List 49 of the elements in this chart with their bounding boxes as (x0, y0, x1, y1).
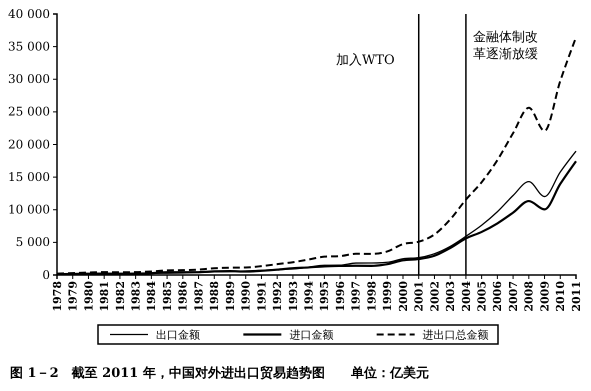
x-tick-label: 2006 (491, 280, 504, 312)
y-tick-label: 40 000 (8, 6, 50, 21)
x-tick-label: 1978 (50, 280, 64, 312)
x-tick-label: 2000 (396, 280, 410, 312)
x-tick-label: 1987 (192, 281, 206, 312)
legend-label: 出口金额 (156, 328, 200, 342)
x-tick-label: 1984 (145, 280, 158, 312)
y-tick-label: 10 000 (8, 202, 50, 217)
x-tick-label: 2011 (570, 281, 583, 312)
x-tick-label: 2002 (428, 281, 442, 312)
x-tick-label: 1991 (255, 281, 268, 312)
y-tick-label: 0 (42, 268, 50, 282)
legend-label: 进出口总金额 (422, 328, 489, 342)
x-tick-label: 2007 (506, 281, 520, 312)
y-tick-label: 35 000 (8, 39, 50, 54)
x-tick-label: 1993 (286, 281, 300, 312)
x-tick-label: 1995 (318, 281, 332, 312)
x-tick-label: 1996 (334, 280, 347, 312)
x-tick-label: 1999 (381, 281, 394, 312)
text: 图 1－2 截至 2011 年，中国对外进出口贸易趋势图 单位：亿美元 (10, 365, 429, 381)
x-tick-label: 1997 (350, 281, 363, 312)
x-tick-label: 2010 (554, 280, 568, 312)
y-tick-label: 20 000 (8, 137, 50, 152)
x-tick-label: 2008 (522, 280, 536, 312)
x-tick-label: 1994 (302, 280, 316, 312)
ref-line-label: 加入WTO (336, 53, 395, 68)
legend-label: 进口金额 (289, 328, 334, 342)
x-tick-label: 2004 (460, 280, 473, 312)
ref-line-label: 金融体制改革逐渐放缓 (472, 30, 538, 62)
x-tick-label: 1985 (160, 281, 174, 312)
x-tick-label: 2003 (444, 281, 458, 312)
x-tick-label: 2001 (412, 281, 426, 312)
x-tick-label: 1983 (129, 281, 142, 312)
x-tick-label: 2005 (475, 281, 488, 312)
x-tick-label: 1979 (66, 281, 80, 312)
x-tick-label: 2009 (538, 281, 552, 312)
x-tick-label: 1990 (240, 280, 253, 312)
x-tick-label: 1980 (82, 280, 96, 312)
x-tick-label: 1998 (365, 280, 378, 312)
y-tick-label: 5 000 (16, 235, 50, 250)
x-tick-label: 1981 (98, 281, 112, 312)
x-tick-label: 1992 (271, 281, 284, 312)
x-tick-label: 1982 (114, 281, 127, 312)
y-tick-label: 15 000 (8, 170, 50, 184)
y-tick-label: 30 000 (8, 72, 50, 86)
x-tick-label: 1986 (176, 280, 190, 312)
y-tick-label: 25 000 (8, 104, 50, 119)
x-tick-label: 1989 (224, 281, 237, 312)
x-tick-label: 1988 (208, 280, 222, 312)
